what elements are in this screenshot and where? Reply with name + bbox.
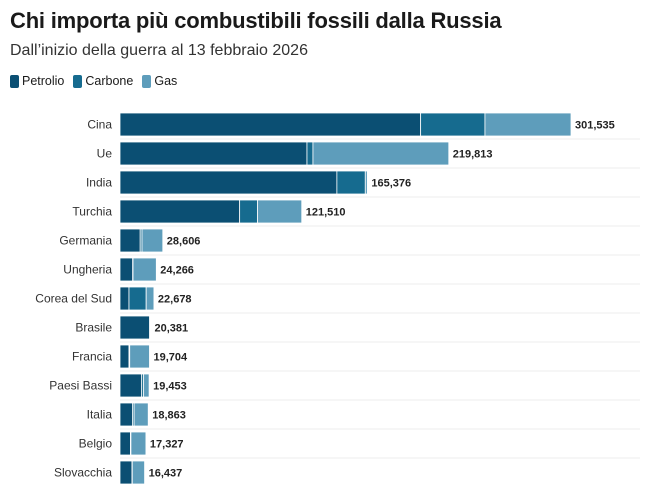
value-label-turchia: 121,510: [306, 207, 346, 219]
category-label-francia: Francia: [72, 350, 112, 364]
bar-corea-del-sud-petrolio: [119, 286, 130, 311]
value-label-germania: 28,606: [167, 236, 201, 248]
category-label-ue: Ue: [97, 147, 113, 161]
category-label-india: India: [86, 176, 112, 190]
value-label-corea-del-sud: 22,678: [158, 294, 192, 306]
value-label-brasile: 20,381: [154, 323, 188, 335]
bar-belgio-gas: [130, 431, 147, 456]
value-label-cina: 301,535: [575, 120, 615, 132]
category-label-brasile: Brasile: [75, 321, 112, 335]
category-label-cina: Cina: [87, 118, 112, 132]
category-label-italia: Italia: [87, 408, 113, 422]
category-label-turchia: Turchia: [72, 205, 112, 219]
bar-slovacchia-gas: [131, 460, 145, 485]
bar-cina-carbone: [420, 112, 486, 137]
bar-corea-del-sud-gas: [145, 286, 155, 311]
bar-francia-gas: [129, 344, 150, 369]
legend-swatch-carbone: [73, 74, 83, 88]
legend-swatch-petrolio: [10, 74, 19, 88]
value-label-italia: 18,863: [152, 410, 186, 422]
legend-swatch-gas: [142, 74, 152, 88]
category-label-paesi-bassi: Paesi Bassi: [49, 379, 112, 393]
bar-cina-petrolio: [119, 112, 422, 137]
category-label-slovacchia: Slovacchia: [54, 466, 112, 480]
category-label-corea-del-sud: Corea del Sud: [35, 292, 112, 306]
bar-italia-petrolio: [119, 402, 133, 427]
bar-ue-petrolio: [119, 141, 308, 166]
bar-germania-gas: [141, 228, 164, 253]
legend-item-gas: Gas: [142, 74, 177, 88]
bar-ue-gas: [312, 141, 450, 166]
value-label-paesi-bassi: 19,453: [153, 381, 187, 393]
chart-title: Chi importa più combustibili fossili dal…: [10, 8, 502, 33]
bar-paesi-bassi-gas: [143, 373, 150, 398]
legend-label-carbone: Carbone: [85, 74, 134, 88]
bar-ungheria-gas: [132, 257, 157, 282]
bar-belgio-petrolio: [119, 431, 131, 456]
category-label-ungheria: Ungheria: [63, 263, 112, 277]
chart-subtitle: Dall’inizio della guerra al 13 febbraio …: [10, 42, 308, 59]
bar-francia-petrolio: [119, 344, 130, 369]
bar-india-gas: [364, 170, 368, 195]
category-label-belgio: Belgio: [79, 437, 113, 451]
bar-ungheria-petrolio: [119, 257, 134, 282]
bar-brasile-petrolio: [119, 315, 151, 340]
value-label-slovacchia: 16,437: [149, 468, 183, 480]
bar-turchia-gas: [257, 199, 303, 224]
legend: Petrolio Carbone Gas: [10, 74, 177, 88]
bar-paesi-bassi-petrolio: [119, 373, 143, 398]
bar-india-petrolio: [119, 170, 338, 195]
category-label-germania: Germania: [59, 234, 112, 248]
value-label-francia: 19,704: [153, 352, 188, 364]
value-label-india: 165,376: [371, 178, 411, 190]
bar-turchia-carbone: [239, 199, 259, 224]
bar-slovacchia-petrolio: [119, 460, 133, 485]
legend-item-carbone: Carbone: [73, 74, 133, 88]
value-label-ue: 219,813: [453, 149, 493, 161]
bar-corea-del-sud-carbone: [128, 286, 147, 311]
value-label-belgio: 17,327: [150, 439, 184, 451]
bar-germania-petrolio: [119, 228, 141, 253]
bar-ue-carbone: [306, 141, 314, 166]
legend-label-petrolio: Petrolio: [22, 74, 65, 88]
bar-italia-gas: [133, 402, 149, 427]
bar-india-carbone: [336, 170, 366, 195]
bar-turchia-petrolio: [119, 199, 241, 224]
legend-item-petrolio: Petrolio: [10, 74, 64, 88]
value-label-ungheria: 24,266: [160, 265, 194, 277]
bar-cina-gas: [484, 112, 572, 137]
legend-label-gas: Gas: [154, 74, 178, 88]
